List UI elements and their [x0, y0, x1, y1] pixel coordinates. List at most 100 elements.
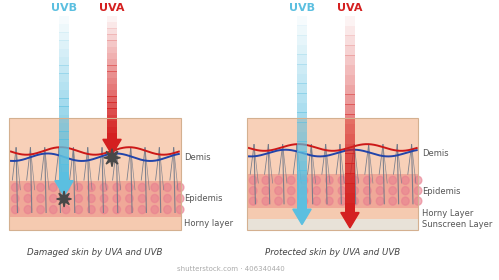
Bar: [107, 28, 117, 35]
Bar: [297, 74, 307, 84]
Circle shape: [275, 176, 282, 184]
Circle shape: [376, 187, 384, 195]
Bar: [59, 156, 69, 165]
Circle shape: [113, 206, 121, 214]
Circle shape: [177, 194, 184, 202]
Circle shape: [287, 197, 295, 205]
Circle shape: [325, 197, 333, 205]
Circle shape: [113, 194, 121, 202]
Text: Demis: Demis: [422, 149, 449, 158]
Circle shape: [262, 197, 269, 205]
Polygon shape: [341, 213, 359, 228]
Bar: [345, 25, 355, 36]
Text: Damaged skin by UVA and UVB: Damaged skin by UVA and UVB: [27, 248, 163, 257]
Bar: [297, 45, 307, 55]
Bar: [107, 102, 117, 109]
Text: UVB: UVB: [289, 3, 315, 13]
Bar: [297, 190, 307, 200]
Circle shape: [275, 187, 282, 195]
Circle shape: [164, 183, 171, 192]
Bar: [345, 183, 355, 193]
Bar: [297, 103, 307, 113]
Bar: [59, 73, 69, 82]
Circle shape: [37, 183, 44, 192]
Bar: [345, 35, 355, 46]
Circle shape: [250, 187, 257, 195]
Bar: [107, 108, 117, 115]
Polygon shape: [103, 139, 121, 155]
Circle shape: [402, 197, 409, 205]
Circle shape: [138, 206, 146, 214]
Circle shape: [376, 197, 384, 205]
Bar: [59, 106, 69, 115]
Bar: [345, 85, 355, 95]
Circle shape: [138, 183, 146, 192]
Text: Epidemis: Epidemis: [422, 186, 461, 195]
Bar: [9, 118, 181, 230]
Bar: [107, 40, 117, 47]
Polygon shape: [104, 149, 120, 167]
Circle shape: [262, 187, 269, 195]
Text: Demis: Demis: [184, 153, 211, 162]
Bar: [59, 131, 69, 140]
Bar: [59, 65, 69, 74]
Bar: [345, 134, 355, 144]
Bar: [107, 22, 117, 29]
Bar: [297, 16, 307, 26]
Bar: [59, 139, 69, 148]
Circle shape: [151, 194, 159, 202]
Circle shape: [24, 183, 32, 192]
Polygon shape: [57, 191, 71, 207]
Circle shape: [275, 197, 282, 205]
Bar: [9, 181, 181, 230]
Bar: [297, 171, 307, 181]
Circle shape: [325, 176, 333, 184]
Bar: [297, 54, 307, 65]
Bar: [59, 32, 69, 41]
Bar: [345, 144, 355, 154]
Bar: [345, 193, 355, 203]
Circle shape: [300, 187, 308, 195]
Bar: [107, 133, 117, 140]
Bar: [297, 93, 307, 103]
Circle shape: [177, 183, 184, 192]
Bar: [247, 174, 419, 230]
Circle shape: [24, 206, 32, 214]
Circle shape: [126, 183, 133, 192]
Circle shape: [364, 197, 371, 205]
Circle shape: [24, 194, 32, 202]
Bar: [107, 53, 117, 59]
Text: Epidemis: Epidemis: [184, 194, 223, 203]
Bar: [59, 98, 69, 107]
Circle shape: [414, 176, 422, 184]
Bar: [107, 90, 117, 97]
Bar: [59, 40, 69, 49]
Circle shape: [11, 206, 19, 214]
Circle shape: [313, 197, 320, 205]
Circle shape: [250, 197, 257, 205]
Circle shape: [287, 176, 295, 184]
Bar: [297, 161, 307, 171]
Bar: [107, 96, 117, 103]
Circle shape: [100, 194, 108, 202]
Circle shape: [338, 187, 346, 195]
Circle shape: [126, 194, 133, 202]
Bar: [297, 113, 307, 123]
Bar: [107, 65, 117, 72]
Circle shape: [11, 183, 19, 192]
Bar: [107, 16, 117, 22]
Text: UVA: UVA: [99, 3, 125, 13]
Circle shape: [250, 176, 257, 184]
Bar: [107, 34, 117, 41]
Text: UVB: UVB: [51, 3, 77, 13]
Circle shape: [287, 187, 295, 195]
Bar: [59, 24, 69, 33]
Circle shape: [37, 206, 44, 214]
Bar: [107, 84, 117, 90]
Circle shape: [389, 176, 397, 184]
Circle shape: [351, 176, 358, 184]
Text: Horny Layer: Horny Layer: [422, 209, 474, 218]
Bar: [247, 118, 419, 230]
Bar: [59, 16, 69, 24]
Circle shape: [414, 187, 422, 195]
